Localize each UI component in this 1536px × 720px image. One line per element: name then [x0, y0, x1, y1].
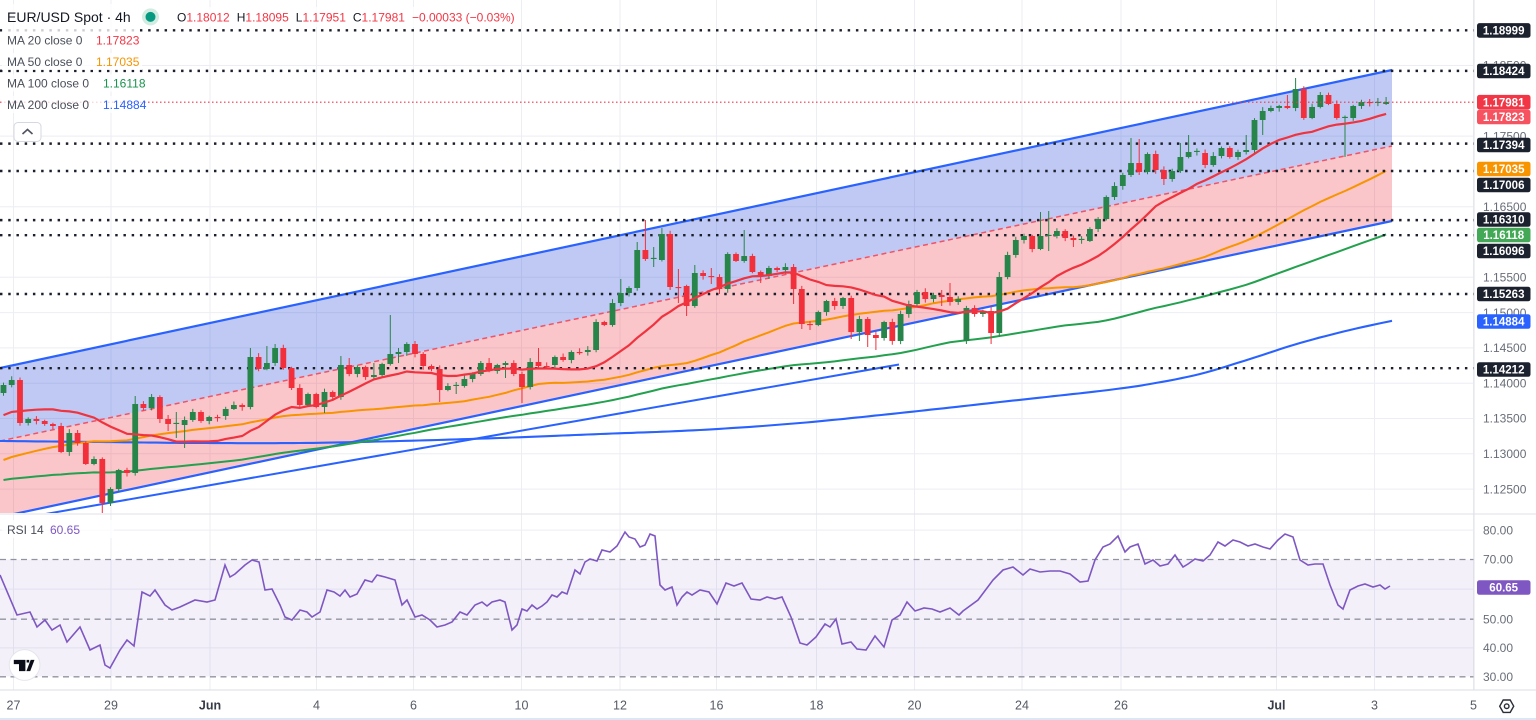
svg-text:MA 200 close 0: MA 200 close 0	[7, 98, 89, 112]
svg-text:16: 16	[710, 699, 724, 713]
svg-text:1.14884: 1.14884	[1483, 317, 1525, 329]
svg-text:60.65: 60.65	[50, 523, 80, 537]
svg-text:1.16310: 1.16310	[1483, 215, 1525, 227]
svg-text:EUR/USD Spot · 4h: EUR/USD Spot · 4h	[7, 9, 131, 25]
svg-text:Jul: Jul	[1267, 699, 1285, 713]
svg-text:1.17394: 1.17394	[1483, 140, 1525, 152]
svg-text:1.13000: 1.13000	[1483, 447, 1527, 461]
svg-text:1.14884: 1.14884	[103, 98, 147, 112]
svg-text:MA 100 close 0: MA 100 close 0	[7, 77, 89, 91]
svg-text:1.16118: 1.16118	[1483, 230, 1525, 242]
svg-text:50.00: 50.00	[1483, 612, 1513, 626]
svg-text:RSI 14: RSI 14	[7, 523, 44, 537]
svg-text:1.16096: 1.16096	[1483, 246, 1525, 258]
svg-text:27: 27	[7, 699, 21, 713]
svg-text:Jun: Jun	[199, 699, 221, 713]
svg-text:30.00: 30.00	[1483, 670, 1513, 684]
svg-text:6: 6	[410, 699, 417, 713]
svg-text:3: 3	[1371, 699, 1378, 713]
svg-text:20: 20	[908, 699, 922, 713]
svg-text:1.14500: 1.14500	[1483, 341, 1527, 355]
svg-text:MA 50 close 0: MA 50 close 0	[7, 55, 83, 69]
svg-text:60.65: 60.65	[1489, 583, 1518, 595]
svg-text:26: 26	[1114, 699, 1128, 713]
svg-text:29: 29	[104, 699, 118, 713]
svg-text:1.17823: 1.17823	[1483, 112, 1525, 124]
svg-text:1.16118: 1.16118	[103, 77, 146, 91]
svg-text:1.13500: 1.13500	[1483, 412, 1527, 426]
svg-text:1.17981: 1.17981	[1483, 97, 1525, 109]
svg-text:1.15263: 1.15263	[1483, 289, 1525, 301]
svg-text:70.00: 70.00	[1483, 553, 1513, 567]
svg-text:18: 18	[810, 699, 824, 713]
svg-text:1.17035: 1.17035	[1483, 164, 1525, 176]
svg-text:1.15500: 1.15500	[1483, 271, 1527, 285]
svg-text:1.17035: 1.17035	[96, 55, 140, 69]
svg-text:10: 10	[515, 699, 529, 713]
svg-text:1.17006: 1.17006	[1483, 180, 1525, 192]
svg-text:1.12500: 1.12500	[1483, 482, 1527, 496]
svg-text:80.00: 80.00	[1483, 523, 1513, 537]
svg-text:40.00: 40.00	[1483, 641, 1513, 655]
svg-text:1.16500: 1.16500	[1483, 200, 1527, 214]
svg-text:1.14212: 1.14212	[1483, 365, 1525, 377]
svg-text:4: 4	[313, 699, 320, 713]
svg-text:1.18999: 1.18999	[1483, 26, 1525, 38]
svg-text:12: 12	[613, 699, 627, 713]
svg-text:24: 24	[1015, 699, 1029, 713]
svg-text:1.14000: 1.14000	[1483, 376, 1527, 390]
svg-text:MA 20 close 0: MA 20 close 0	[7, 34, 83, 48]
svg-text:5: 5	[1470, 699, 1477, 713]
svg-text:1.17823: 1.17823	[96, 34, 140, 48]
svg-text:1.18424: 1.18424	[1483, 66, 1525, 78]
